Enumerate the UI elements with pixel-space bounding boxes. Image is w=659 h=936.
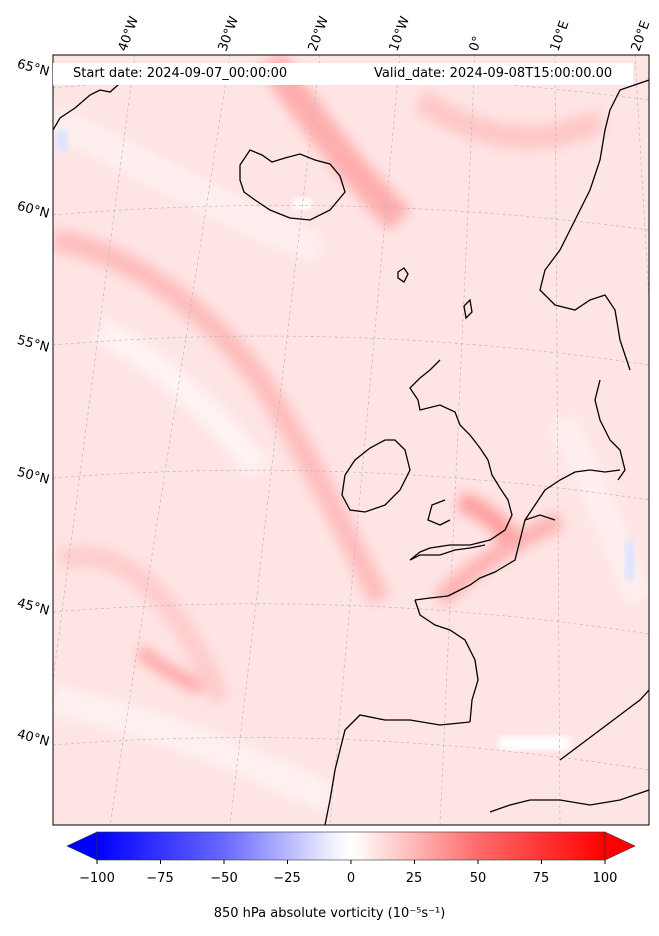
- colorbar-units: (10⁻⁵s⁻¹): [387, 906, 446, 921]
- north-africa-coast: [489, 789, 649, 813]
- iceland-coast: [239, 149, 346, 221]
- mediterranean-coast: [559, 689, 649, 761]
- colorbar-extend-low: [66, 831, 98, 861]
- scandinavia-coast: [539, 79, 649, 371]
- header-bar: [53, 63, 633, 85]
- ireland-coast: [341, 439, 411, 513]
- scotland-coast: [409, 359, 489, 461]
- lat-label-60n: 60°N: [15, 199, 51, 222]
- colorbar: [66, 831, 636, 864]
- colorbar-tick-label: 75: [532, 871, 550, 886]
- colorbar-tick-label: −75: [146, 871, 174, 886]
- lon-label-20e: 20°E: [629, 19, 654, 54]
- lon-label-0: 0°: [467, 34, 486, 53]
- graticule: [53, 55, 649, 825]
- coastlines: [53, 79, 649, 825]
- lat-label-40n: 40°N: [15, 727, 51, 750]
- start-date-label: Start date: 2024-09-07_00:00:00: [73, 66, 288, 81]
- lat-label-55n: 55°N: [15, 333, 51, 356]
- colorbar-ramp: [96, 831, 606, 861]
- denmark-coast: [594, 379, 626, 481]
- colorbar-tick-label: 100: [592, 871, 618, 886]
- colorbar-tick-label: 25: [405, 871, 423, 886]
- colorbar-title-text: 850 hPa absolute vorticity: [213, 906, 384, 921]
- lowcountries-coast: [524, 469, 621, 521]
- lat-label-45n: 45°N: [15, 596, 51, 619]
- greenland-coast: [53, 79, 126, 131]
- colorbar-extend-high: [604, 831, 636, 861]
- colorbar-tick-label: −25: [273, 871, 301, 886]
- lon-label-10w: 10°W: [387, 14, 413, 53]
- colorbar-tick-label: −50: [210, 871, 238, 886]
- colorbar-title: 850 hPa absolute vorticity (10⁻⁵s⁻¹): [0, 906, 659, 921]
- iberia-coast: [324, 714, 471, 825]
- lon-label-40w: 40°W: [116, 14, 142, 53]
- colorbar-tick-label: 50: [469, 871, 487, 886]
- lon-label-20w: 20°W: [306, 14, 332, 53]
- lon-label-10e: 10°E: [548, 19, 573, 54]
- map-frame: [52, 54, 650, 826]
- colorbar-tick-label: 0: [346, 871, 356, 886]
- shetland-coast: [463, 298, 473, 320]
- valid-date-label: Valid_date: 2024-09-08T15:00:00.00: [374, 66, 613, 81]
- lat-label-50n: 50°N: [15, 465, 51, 488]
- vorticity-field: [53, 55, 649, 825]
- wales-coast: [427, 499, 451, 526]
- lat-label-65n: 65°N: [15, 57, 51, 80]
- faroe-coast: [397, 267, 409, 283]
- lon-label-30w: 30°W: [216, 14, 242, 53]
- england-coast: [409, 459, 513, 561]
- biscay-coast: [414, 599, 479, 723]
- colorbar-tick-label: −100: [79, 871, 115, 886]
